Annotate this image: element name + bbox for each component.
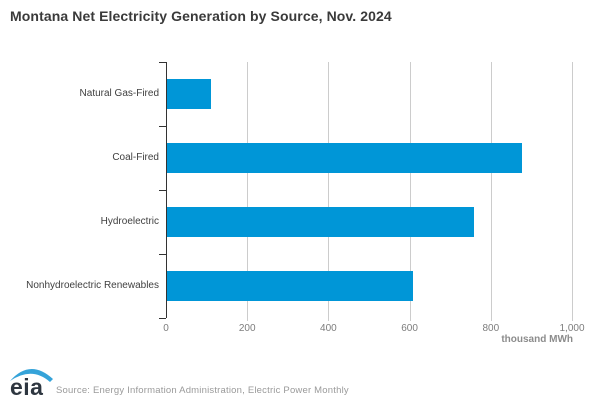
y-axis-tick [159, 62, 166, 63]
category-label: Nonhydroelectric Renewables [26, 280, 159, 291]
bar-natural-gas-fired [167, 79, 211, 109]
x-tick-label-0: 0 [163, 323, 169, 334]
x-tick-label-600: 600 [401, 323, 418, 334]
bar-coal-fired [167, 143, 523, 173]
bar-hydroelectric [167, 207, 474, 237]
gridline-x-200 [247, 62, 249, 321]
eia-logo-text: eia [10, 374, 44, 400]
eia-logo: eia [8, 365, 54, 405]
bar-nonhydroelectric-renewables [167, 271, 413, 301]
gridline-x-1000 [572, 62, 573, 321]
y-axis-tick [159, 254, 166, 255]
category-label: Hydroelectric [100, 216, 159, 227]
source-text: Source: Energy Information Administratio… [56, 385, 349, 396]
y-axis-tick [159, 318, 166, 319]
x-tick-label-1000: 1,000 [559, 323, 585, 334]
eia-swoosh-icon [10, 368, 53, 382]
y-axis-line [166, 62, 167, 318]
category-label: Coal-Fired [112, 152, 159, 163]
gridline-x-400 [328, 62, 330, 321]
category-label: Natural Gas-Fired [79, 88, 159, 99]
gridline-x-600 [409, 62, 411, 321]
y-axis-tick [159, 190, 166, 191]
y-axis-tick [159, 126, 166, 127]
x-tick-label-200: 200 [238, 323, 256, 334]
x-tick-label-800: 800 [482, 323, 500, 334]
x-tick-label-400: 400 [320, 323, 337, 334]
chart-title: Montana Net Electricity Generation by So… [10, 8, 392, 24]
x-axis-unit-label: thousand MWh [501, 334, 573, 345]
gridline-x-800 [490, 62, 492, 321]
footer: eia Source: Energy Information Administr… [0, 363, 612, 408]
